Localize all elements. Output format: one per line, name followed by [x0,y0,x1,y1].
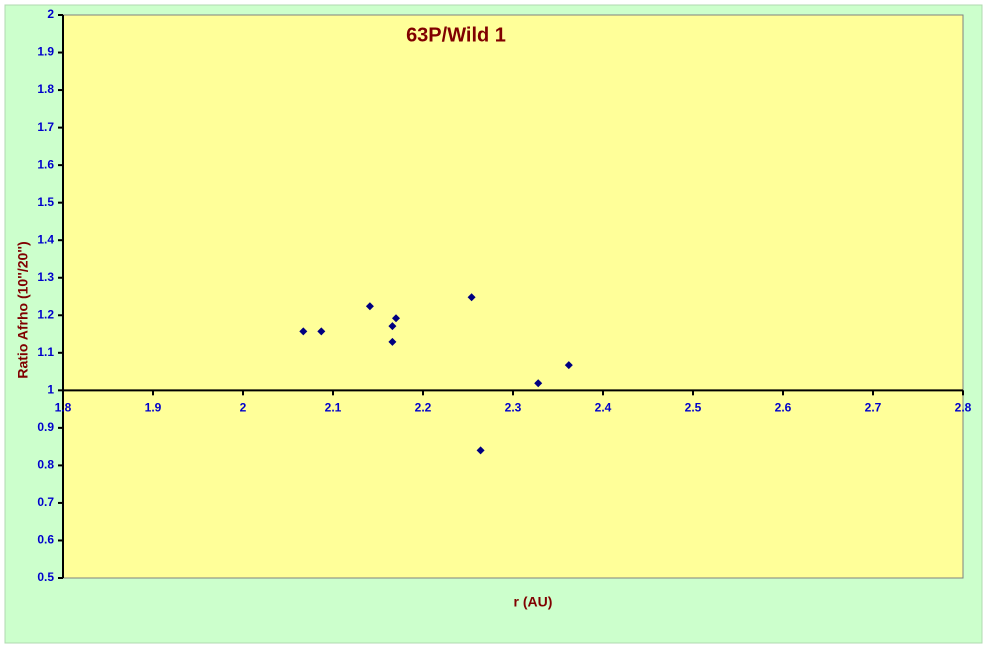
x-tick-label: 2.5 [685,401,702,415]
y-tick-label: 1.6 [37,157,54,171]
x-tick-label: 2 [240,401,247,415]
data-point [534,379,543,388]
data-point [467,293,476,302]
y-tick-label: 1.8 [37,82,54,96]
y-tick-label: 0.6 [37,533,54,547]
data-point [317,327,326,336]
y-tick-label: 1.3 [37,270,54,284]
data-point [476,446,485,455]
y-tick-label: 1.9 [37,45,54,59]
chart-title: 63P/Wild 1 [406,24,506,46]
x-tick-label: 1.9 [145,401,162,415]
data-point [564,361,573,370]
x-tick-label: 2.3 [505,401,522,415]
plot-area [62,14,964,579]
y-tick-label: 1.5 [37,195,54,209]
y-tick-label: 0.9 [37,420,54,434]
data-point [392,314,400,323]
data-point [299,327,308,336]
x-tick-label: 2.8 [955,401,972,415]
y-tick-label: 1.2 [37,307,54,321]
x-axis-label: r (AU) [514,594,553,610]
data-point [388,322,397,331]
data-point [388,337,397,346]
y-tick-label: 2 [47,7,54,21]
y-tick-label: 1 [47,383,54,397]
x-tick-label: 2.1 [325,401,342,415]
x-tick-label: 2.7 [865,401,882,415]
x-tick-label: 1.8 [55,401,72,415]
y-tick-label: 0.8 [37,458,54,472]
x-tick-label: 2.4 [595,401,612,415]
y-tick-label: 1.7 [37,120,54,134]
y-tick-label: 0.7 [37,495,54,509]
data-point [365,302,374,311]
y-tick-label: 1.4 [37,232,54,246]
x-tick-label: 2.2 [415,401,432,415]
y-axis-label: Ratio Afrho (10''/20'') [15,241,31,378]
x-tick-label: 2.6 [775,401,792,415]
y-tick-label: 1.1 [37,345,54,359]
y-tick-label: 0.5 [37,570,54,584]
